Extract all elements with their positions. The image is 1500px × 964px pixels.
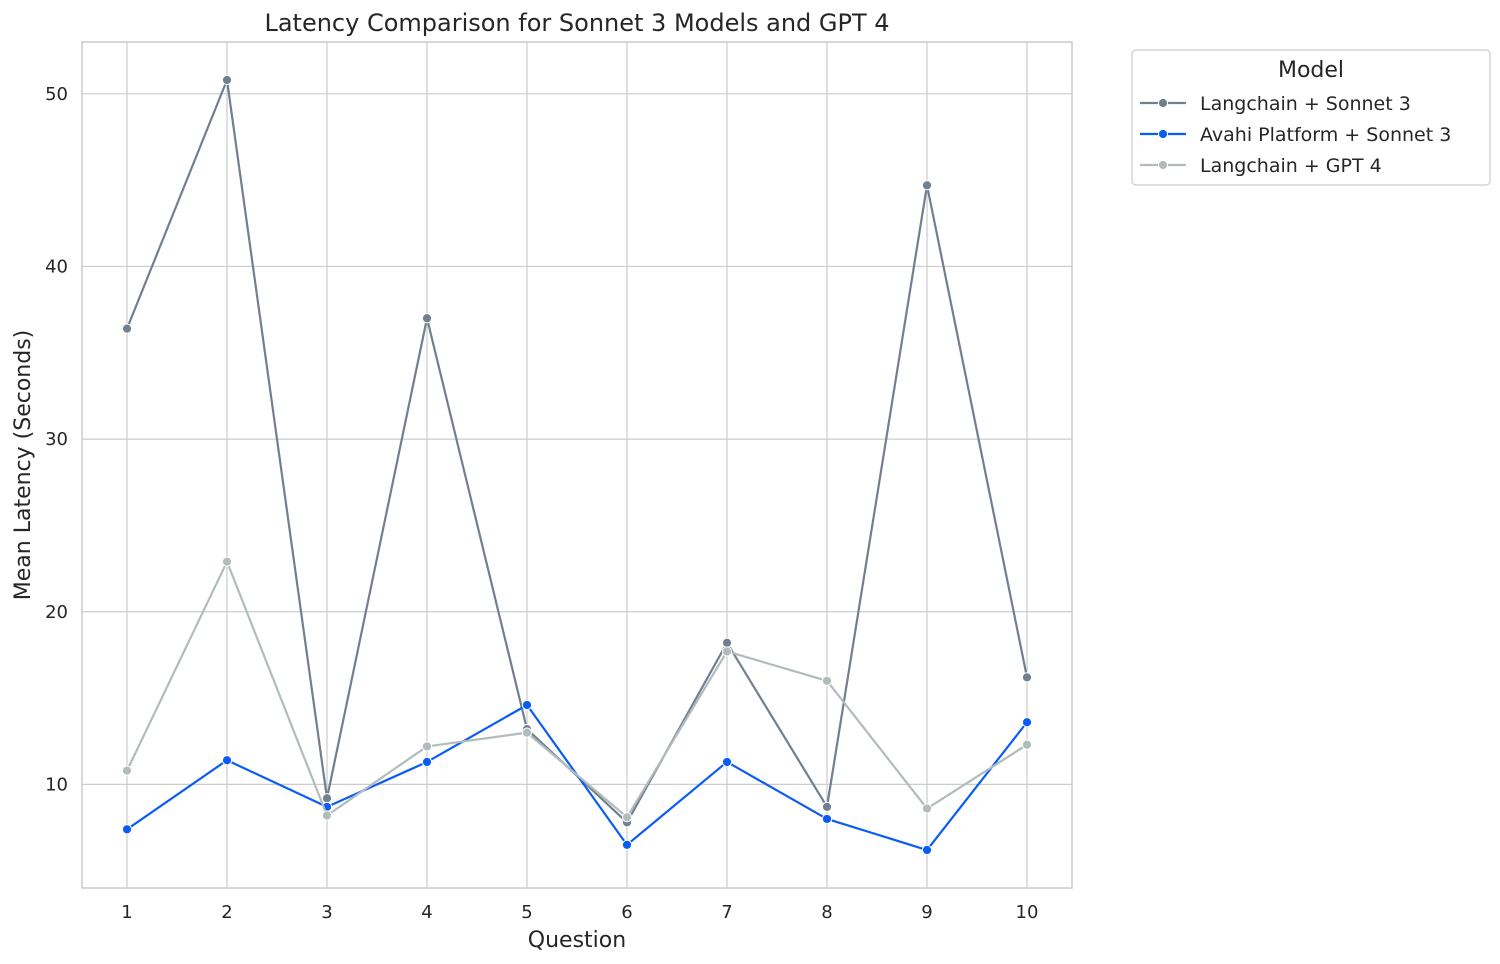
data-point <box>521 699 533 711</box>
x-tick-label: 6 <box>621 902 632 923</box>
legend-entry: Langchain + GPT 4 <box>1140 155 1382 177</box>
data-point <box>821 675 833 686</box>
legend-marker <box>1157 128 1169 140</box>
data-point <box>721 637 733 648</box>
series-3 <box>121 556 1033 823</box>
data-point <box>121 765 133 776</box>
series-layer <box>121 74 1033 856</box>
data-point <box>421 741 433 752</box>
series-2 <box>121 699 1033 856</box>
data-point <box>921 803 933 814</box>
x-tick-label: 7 <box>721 902 732 923</box>
legend-entry: Avahi Platform + Sonnet 3 <box>1140 124 1451 146</box>
data-point <box>1021 739 1033 750</box>
data-point <box>121 824 133 835</box>
legend-label: Avahi Platform + Sonnet 3 <box>1200 124 1451 146</box>
data-point <box>821 813 833 825</box>
y-tick-label: 40 <box>45 256 68 277</box>
series-line <box>125 78 1029 824</box>
x-tick-label: 3 <box>321 902 332 923</box>
data-point <box>221 74 233 86</box>
y-tick-label: 30 <box>45 429 68 450</box>
data-point <box>921 844 933 856</box>
y-tick-label: 50 <box>45 84 68 105</box>
legend-box <box>1131 49 1491 186</box>
legend-marker <box>1157 159 1169 171</box>
data-point <box>321 810 333 821</box>
legend-label: Langchain + GPT 4 <box>1200 155 1382 177</box>
y-tick-label: 10 <box>45 774 68 795</box>
legend-items: Langchain + Sonnet 3 Avahi Platform + Son… <box>1140 93 1451 177</box>
plot-frame <box>81 41 1073 889</box>
y-axis-label: Mean Latency (Seconds) <box>11 330 36 600</box>
data-point <box>321 793 333 804</box>
data-point <box>521 727 533 738</box>
x-tick-label: 4 <box>421 902 432 923</box>
legend-marker <box>1157 97 1169 109</box>
data-point <box>421 756 433 768</box>
legend-title: Model <box>1278 58 1344 83</box>
x-tick-label: 5 <box>521 902 532 923</box>
x-tick-label: 8 <box>821 902 832 923</box>
x-tick-label: 2 <box>221 902 232 923</box>
data-point <box>1021 672 1033 683</box>
data-point <box>221 755 233 766</box>
series-line <box>126 560 1028 819</box>
data-point <box>621 839 633 850</box>
data-point <box>421 313 433 324</box>
data-point <box>221 556 233 567</box>
series-1 <box>121 74 1033 828</box>
data-point <box>821 801 833 812</box>
data-point <box>721 646 733 657</box>
chart-title: Latency Comparison for Sonnet 3 Models a… <box>264 9 889 37</box>
data-point <box>121 323 133 334</box>
data-point <box>721 756 733 768</box>
legend-label: Langchain + Sonnet 3 <box>1200 93 1411 115</box>
data-point <box>621 812 633 823</box>
x-tick-label: 9 <box>921 902 932 923</box>
x-tick-label: 10 <box>1016 902 1039 923</box>
tick-layer: 1 2 3 4 5 6 7 8 9 10 10 20 30 40 50 <box>45 84 1038 923</box>
data-point <box>921 180 933 191</box>
legend: Model Langchain + Sonnet 3 Avahi Platform… <box>1131 49 1491 186</box>
data-point <box>1021 717 1033 728</box>
series-line <box>126 703 1028 852</box>
legend-entry: Langchain + Sonnet 3 <box>1140 93 1411 115</box>
x-axis-label: Question <box>528 928 626 953</box>
x-tick-label: 1 <box>121 902 132 923</box>
y-tick-label: 20 <box>45 602 68 623</box>
